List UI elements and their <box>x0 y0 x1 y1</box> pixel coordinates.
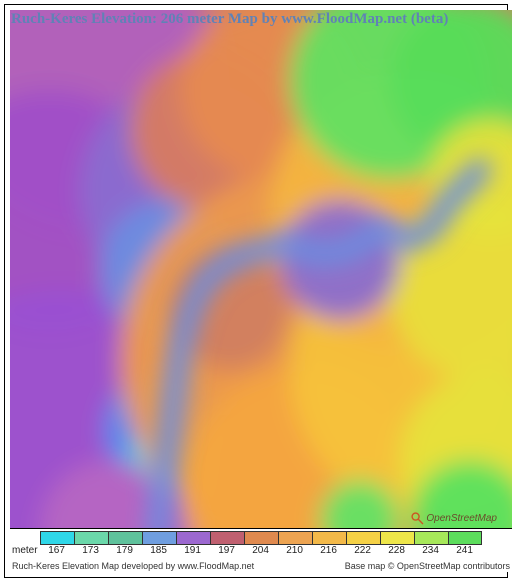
legend-swatch: 204 <box>244 531 278 545</box>
legend-swatch: 173 <box>74 531 108 545</box>
footer-right: Base map © OpenStreetMap contributors <box>345 561 510 571</box>
legend-swatch-color <box>380 531 414 545</box>
legend-swatch-label: 167 <box>48 545 65 556</box>
legend-swatch-label: 197 <box>218 545 235 556</box>
legend-swatch-color <box>312 531 346 545</box>
map-canvas <box>10 10 512 537</box>
legend-swatch-color <box>210 531 244 545</box>
legend-swatch: 228 <box>380 531 414 545</box>
legend-unit-label: meter <box>12 545 38 556</box>
legend-swatch: 167 <box>40 531 74 545</box>
legend-swatch: 210 <box>278 531 312 545</box>
osm-attribution: OpenStreetMap <box>410 511 497 525</box>
legend-swatch-color <box>74 531 108 545</box>
legend-swatch: 216 <box>312 531 346 545</box>
magnifier-icon <box>410 511 424 525</box>
map-frame: Ruch-Keres Elevation: 206 meter Map by w… <box>4 4 508 578</box>
legend-swatch: 241 <box>448 531 482 545</box>
legend-swatch-label: 222 <box>354 545 371 556</box>
osm-logo-text: OpenStreetMap <box>426 513 497 524</box>
legend-swatch-color <box>448 531 482 545</box>
legend-swatch-label: 241 <box>456 545 473 556</box>
legend-swatch-label: 216 <box>320 545 337 556</box>
footer-left: Ruch-Keres Elevation Map developed by ww… <box>12 561 254 571</box>
legend-swatch-label: 179 <box>116 545 133 556</box>
legend-swatch-label: 173 <box>82 545 99 556</box>
legend-swatch-color <box>142 531 176 545</box>
legend-swatch: 197 <box>210 531 244 545</box>
page-title: Ruch-Keres Elevation: 206 meter Map by w… <box>11 11 448 28</box>
legend-swatch-color <box>40 531 74 545</box>
footer: Ruch-Keres Elevation Map developed by ww… <box>12 561 510 571</box>
legend-swatch-color <box>176 531 210 545</box>
legend-swatch: 185 <box>142 531 176 545</box>
legend-row: meter 1671731791851911972042102162222282… <box>12 531 482 556</box>
legend-swatch-label: 185 <box>150 545 167 556</box>
legend-swatch-label: 228 <box>388 545 405 556</box>
legend-swatch-color <box>278 531 312 545</box>
legend-swatch: 234 <box>414 531 448 545</box>
legend-swatch-label: 191 <box>184 545 201 556</box>
legend-swatch-label: 210 <box>286 545 303 556</box>
legend-swatch-color <box>244 531 278 545</box>
legend-swatch-color <box>414 531 448 545</box>
legend-swatch: 179 <box>108 531 142 545</box>
elevation-map <box>10 10 512 537</box>
legend-swatch-color <box>108 531 142 545</box>
legend-swatch: 222 <box>346 531 380 545</box>
legend-swatch-color <box>346 531 380 545</box>
legend-swatch: 191 <box>176 531 210 545</box>
legend-swatch-label: 204 <box>252 545 269 556</box>
legend: meter 1671731791851911972042102162222282… <box>10 528 512 572</box>
legend-swatch-label: 234 <box>422 545 439 556</box>
